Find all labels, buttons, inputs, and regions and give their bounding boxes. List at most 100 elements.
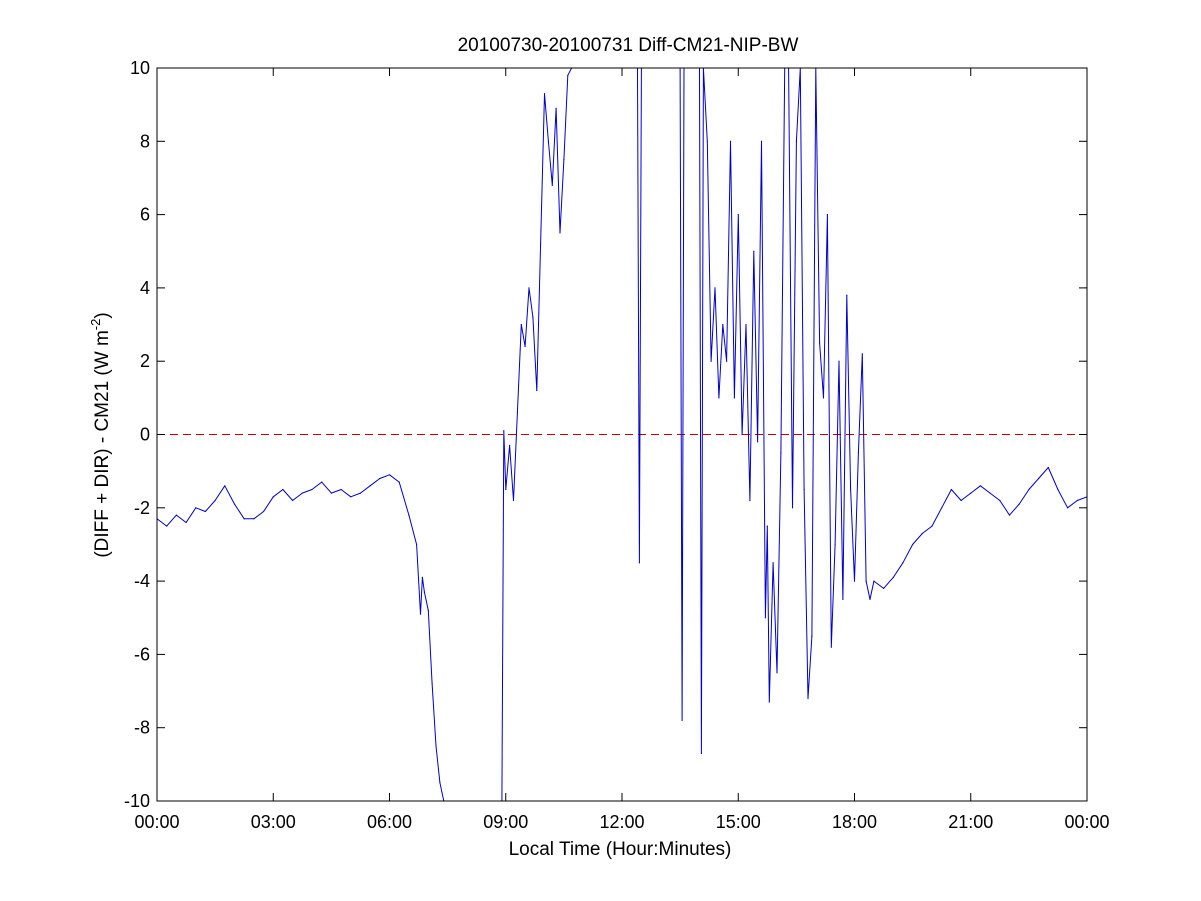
data-point — [243, 518, 245, 520]
data-point — [214, 499, 216, 502]
data-point — [869, 598, 871, 601]
data-point — [745, 324, 747, 326]
data-point — [772, 562, 774, 564]
data-point — [272, 496, 274, 498]
data-point — [822, 397, 825, 399]
x-tick-label: 21:00 — [948, 812, 993, 832]
data-point — [950, 488, 953, 491]
data-point — [1028, 488, 1030, 491]
data-point — [1057, 488, 1059, 491]
data-point — [547, 140, 550, 142]
data-point — [439, 782, 441, 784]
y-tick-label: -10 — [124, 791, 150, 811]
data-point — [398, 481, 400, 483]
axis-ticks: 00:00 03:00 06:00 09:00 12:00 15:00 18:00 21:00… — [124, 58, 1110, 832]
data-point — [543, 93, 546, 95]
x-axis-label: Local Time (Hour:Minutes) — [509, 839, 732, 860]
data-point — [768, 701, 770, 703]
data-point — [970, 492, 972, 494]
y-axis-label: (DIFF + DIR) - CM21 (W m-2) — [88, 312, 113, 557]
data-point — [819, 342, 821, 344]
data-point — [330, 492, 332, 494]
y-tick-label: -8 — [134, 718, 150, 738]
data-point — [431, 683, 433, 685]
data-point — [551, 184, 553, 186]
data-point — [749, 499, 751, 502]
data-point — [795, 140, 798, 142]
data-point — [532, 316, 534, 318]
data-point — [416, 543, 418, 546]
y-axis-label-superscript: -2 — [88, 319, 103, 331]
data-point — [563, 159, 565, 161]
x-tick-label: 00:00 — [1064, 812, 1109, 832]
data-point — [503, 430, 505, 432]
data-point — [811, 635, 813, 637]
data-point — [757, 441, 759, 443]
data-point — [921, 532, 923, 535]
data-point — [741, 433, 743, 436]
y-tick-label: 8 — [140, 131, 150, 151]
data-point — [166, 525, 168, 527]
data-point — [175, 514, 177, 516]
y-tick-label: -2 — [134, 498, 150, 518]
data-point — [567, 74, 569, 76]
data-point — [408, 514, 410, 516]
x-tick-label: 18:00 — [832, 812, 877, 832]
data-point — [861, 353, 863, 355]
data-point — [321, 481, 323, 483]
data-point — [850, 488, 852, 491]
data-point — [681, 719, 683, 722]
data-point — [224, 485, 226, 487]
data-point — [803, 488, 805, 491]
data-point — [427, 609, 429, 612]
chart-title: 20100730-20100731 Diff-CM21-NIP-BW — [458, 35, 799, 56]
data-point — [520, 324, 522, 326]
x-tick-label: 09:00 — [483, 812, 528, 832]
data-point — [359, 492, 361, 494]
y-tick-label: 6 — [140, 205, 150, 225]
data-point — [941, 507, 943, 509]
y-tick-label: 2 — [140, 351, 150, 371]
data-point — [760, 140, 763, 142]
y-tick-label: 4 — [140, 278, 150, 298]
x-tick-label: 03:00 — [251, 812, 296, 832]
data-point — [509, 444, 511, 447]
data-point — [726, 360, 728, 362]
data-point — [423, 591, 425, 593]
data-point — [999, 499, 1001, 502]
data-point — [853, 580, 856, 582]
data-point — [282, 488, 284, 491]
data-point — [807, 697, 809, 700]
data-point — [505, 488, 507, 491]
data-point — [764, 617, 767, 619]
data-point — [233, 503, 236, 505]
y-tick-label: 10 — [130, 58, 150, 78]
y-axis-label-close: ) — [92, 312, 113, 318]
x-tick-label: 06:00 — [367, 812, 412, 832]
data-point — [528, 287, 530, 289]
data-point — [435, 745, 437, 747]
data-point — [301, 492, 303, 494]
data-point — [559, 232, 561, 234]
data-point — [311, 488, 313, 491]
data-point — [883, 587, 885, 590]
data-point — [185, 521, 187, 524]
data-point — [292, 499, 294, 502]
data-point — [253, 518, 255, 520]
data-point — [865, 580, 867, 582]
data-point — [838, 360, 840, 362]
x-tick-label: 12:00 — [599, 812, 644, 832]
data-point — [902, 562, 904, 564]
data-point — [846, 294, 848, 296]
data-point — [524, 345, 526, 348]
data-point — [536, 389, 538, 392]
data-point — [1008, 514, 1011, 516]
data-point — [340, 488, 342, 491]
data-point — [263, 510, 265, 513]
data-point — [638, 562, 641, 564]
data-point — [706, 140, 708, 142]
data-point — [1038, 477, 1040, 480]
data-point — [737, 214, 739, 216]
